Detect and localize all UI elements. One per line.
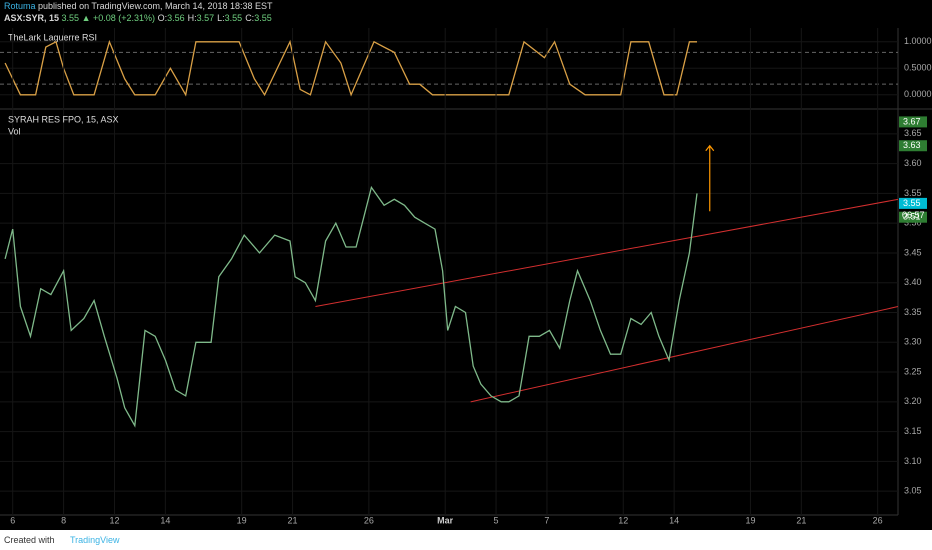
pane-title: TheLark Laguerre RSI: [8, 32, 97, 42]
price-box: [899, 116, 927, 128]
footer: Created with TradingView: [0, 530, 932, 550]
price-box-label: 3.55: [903, 198, 921, 208]
price-box-label: 3.67: [903, 116, 921, 126]
x-tick-label: 8: [61, 515, 66, 525]
publish-line: Rotuma published on TradingView.com, Mar…: [4, 1, 273, 11]
y-tick-label: 3.40: [904, 277, 922, 287]
x-tick-label: 12: [618, 515, 628, 525]
y-tick-label: 3.05: [904, 486, 922, 496]
y-tick-label: 0.5000: [904, 63, 932, 73]
y-tick-label: 3.30: [904, 337, 922, 347]
x-tick-label: 14: [160, 515, 170, 525]
x-tick-label: 21: [796, 515, 806, 525]
ohlc: O:3.56 H:3.57 L:3.55 C:3.55: [158, 13, 275, 23]
y-tick-label: 3.15: [904, 426, 922, 436]
quote-line: ASX:SYR, 15 3.55 ▲ +0.08 (+2.31%) O:3.56…: [4, 13, 275, 23]
y-tick-label: 3.65: [904, 128, 922, 138]
x-tick-label: Mar: [437, 515, 454, 525]
price-box-label: 3.51: [903, 212, 921, 222]
ohlc-label: H:: [187, 13, 197, 23]
trendline: [315, 198, 899, 308]
price-box: [899, 197, 927, 209]
ohlc-label: L:: [217, 13, 225, 23]
ohlc-value: 3.55: [224, 13, 243, 23]
price-box: [899, 211, 927, 223]
y-tick-label: 3.45: [904, 247, 922, 257]
x-tick-label: 7: [544, 515, 549, 525]
trendline: [470, 306, 899, 403]
author[interactable]: Rotuma: [4, 1, 36, 11]
x-tick-label: 6: [10, 515, 15, 525]
x-tick-label: 5: [494, 515, 499, 525]
last: 3.55: [61, 13, 80, 23]
y-tick-label: 3.20: [904, 396, 922, 406]
chart: 1.0000 0.5000 0.0000 TheLark Laguerre RSI 3.…: [0, 28, 932, 525]
x-tick-label: 21: [288, 515, 298, 525]
symbol: ASX:SYR, 15: [4, 13, 60, 23]
y-tick-label: 3.60: [904, 158, 922, 168]
created: Created with: [4, 535, 55, 545]
brand[interactable]: TradingView: [70, 535, 120, 545]
y-tick-label: 3.10: [904, 456, 922, 466]
pane-title: SYRAH RES FPO, 15, ASX: [8, 114, 119, 124]
countdown: 06:57: [902, 210, 925, 220]
data-line: [4, 185, 698, 428]
x-tick-label: 26: [873, 515, 883, 525]
change: ▲ +0.08 (+2.31%): [81, 13, 156, 23]
published: published on TradingView.com, March 14, …: [38, 1, 273, 11]
ohlc-value: 3.56: [167, 13, 185, 23]
price-box-label: 3.63: [903, 140, 921, 150]
x-tick-label: 12: [109, 515, 119, 525]
price-box: [899, 140, 927, 152]
data-line: [4, 39, 697, 97]
ohlc-label: O:: [157, 13, 168, 23]
ohlc-value: 3.55: [254, 13, 272, 23]
y-tick-label: 3.25: [904, 366, 922, 376]
y-tick-label: 3.55: [904, 188, 922, 198]
pane-subtitle: Vol: [8, 126, 21, 136]
ohlc-label: C:: [245, 13, 255, 23]
x-tick-label: 26: [364, 515, 374, 525]
arrow: [705, 144, 715, 212]
x-tick-label: 19: [745, 515, 755, 525]
y-tick-label: 0.0000: [904, 89, 932, 99]
ohlc-value: 3.57: [196, 13, 215, 23]
x-tick-label: 19: [237, 515, 247, 525]
y-tick-label: 3.35: [904, 307, 922, 317]
y-tick-label: 1.0000: [904, 36, 932, 46]
x-tick-label: 14: [669, 515, 679, 525]
